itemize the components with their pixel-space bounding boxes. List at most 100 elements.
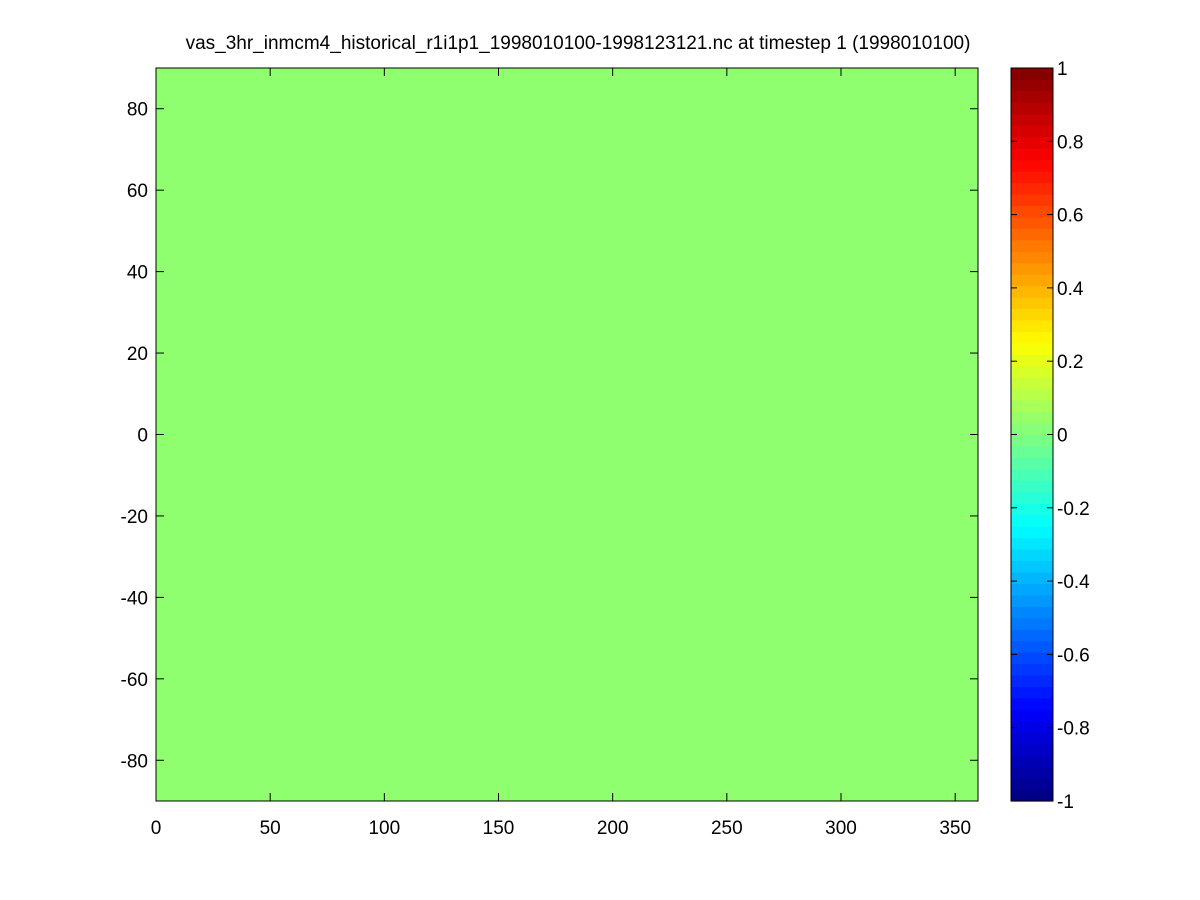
colorbar-band (1011, 377, 1053, 390)
colorbar-tick-label: 0.4 (1057, 279, 1084, 300)
colorbar-tick-label: 0.6 (1057, 206, 1083, 227)
colorbar-tick-label: 0.2 (1057, 352, 1083, 373)
colorbar-band (1011, 228, 1053, 241)
y-tick-label: -40 (121, 588, 148, 609)
colorbar-band (1011, 400, 1053, 413)
colorbar-tick-label: 0 (1057, 426, 1068, 447)
colorbar-band (1011, 468, 1053, 481)
colorbar-band (1011, 274, 1053, 287)
y-tick-label: -60 (121, 670, 148, 691)
colorbar-band (1011, 491, 1053, 504)
colorbar-band (1011, 732, 1053, 745)
colorbar-band (1011, 90, 1053, 103)
colorbar-band (1011, 125, 1053, 138)
colorbar-band (1011, 709, 1053, 722)
y-tick-label: 80 (127, 100, 148, 121)
colorbar-band (1011, 789, 1053, 802)
colorbar-tick-label: -0.8 (1057, 719, 1090, 740)
colorbar-band (1011, 503, 1053, 516)
colorbar-band (1011, 686, 1053, 699)
colorbar-band (1011, 102, 1053, 115)
colorbar-band (1011, 136, 1053, 149)
colorbar-tick-label: 0.8 (1057, 132, 1083, 153)
colorbar-tick-label: 1 (1057, 59, 1068, 80)
colorbar-band (1011, 560, 1053, 573)
colorbar-band (1011, 537, 1053, 550)
y-tick-label: -80 (121, 751, 148, 772)
colorbar-band (1011, 720, 1053, 733)
colorbar-band (1011, 571, 1053, 584)
chart-title: vas_3hr_inmcm4_historical_r1i1p1_1998010… (186, 33, 971, 54)
colorbar-band (1011, 423, 1053, 436)
colorbar-band (1011, 342, 1053, 355)
y-axis: -80 -60 -40 -20 0 20 40 60 80 (121, 100, 978, 772)
colorbar-band (1011, 171, 1053, 184)
y-tick-label: 60 (127, 181, 148, 202)
colorbar-tick-label: -1 (1057, 792, 1074, 813)
colorbar-band (1011, 445, 1053, 459)
colorbar-band (1011, 182, 1053, 195)
colorbar-tick-label: -0.6 (1057, 645, 1090, 666)
x-tick-label: 50 (260, 818, 281, 839)
colorbar-band (1011, 354, 1053, 367)
colorbar-tick-label: -0.2 (1057, 499, 1090, 520)
colorbar-band (1011, 365, 1053, 378)
colorbar-band (1011, 640, 1053, 653)
colorbar-band (1011, 68, 1053, 81)
colorbar-band (1011, 159, 1053, 172)
colorbar-band (1011, 113, 1053, 126)
colorbar-band (1011, 675, 1053, 688)
y-tick-label: 0 (137, 426, 148, 447)
colorbar (1011, 68, 1053, 802)
x-tick-label: 150 (483, 818, 515, 839)
colorbar-band (1011, 549, 1053, 562)
colorbar-band (1011, 583, 1053, 596)
colorbar-band (1011, 526, 1053, 539)
colorbar-band (1011, 606, 1053, 619)
x-tick-label: 200 (597, 818, 629, 839)
colorbar-band (1011, 434, 1053, 447)
colorbar-band (1011, 629, 1053, 642)
colorbar-band (1011, 331, 1053, 344)
colorbar-band (1011, 743, 1053, 756)
colorbar-band (1011, 285, 1053, 298)
colorbar-band (1011, 262, 1053, 275)
colorbar-band (1011, 457, 1053, 470)
colorbar-band (1011, 251, 1053, 264)
colorbar-band (1011, 297, 1053, 310)
x-tick-label: 300 (825, 818, 857, 839)
colorbar-band (1011, 193, 1053, 207)
x-tick-label: 100 (368, 818, 400, 839)
colorbar-band (1011, 319, 1053, 333)
colorbar-band (1011, 766, 1053, 779)
x-tick-label: 350 (939, 818, 971, 839)
y-tick-label: -20 (121, 507, 148, 528)
x-axis: 0 50 100 150 200 250 300 350 (151, 68, 971, 839)
colorbar-band (1011, 755, 1053, 768)
x-tick-label: 0 (151, 818, 162, 839)
colorbar-band (1011, 514, 1053, 527)
x-tick-label: 250 (711, 818, 743, 839)
colorbar-band (1011, 79, 1053, 92)
colorbar-band (1011, 617, 1053, 630)
colorbar-tick-label: -0.4 (1057, 572, 1090, 593)
colorbar-band (1011, 205, 1053, 218)
colorbar-band (1011, 148, 1053, 161)
colorbar-band (1011, 652, 1053, 665)
colorbar-band (1011, 594, 1053, 607)
y-tick-label: 40 (127, 263, 148, 284)
heatmap-field (156, 68, 978, 801)
colorbar-band (1011, 239, 1053, 252)
colorbar-band (1011, 411, 1053, 424)
colorbar-band (1011, 663, 1053, 676)
colorbar-band (1011, 216, 1053, 229)
colorbar-band (1011, 697, 1053, 710)
colorbar-axis: -1 -0.8 -0.6 -0.4 -0.2 0 0.2 0.4 0.6 0.8 1 (1011, 59, 1090, 813)
colorbar-band (1011, 388, 1053, 401)
colorbar-band (1011, 480, 1053, 493)
colorbar-band (1011, 308, 1053, 321)
colorbar-band (1011, 778, 1053, 791)
y-tick-label: 20 (127, 344, 148, 365)
